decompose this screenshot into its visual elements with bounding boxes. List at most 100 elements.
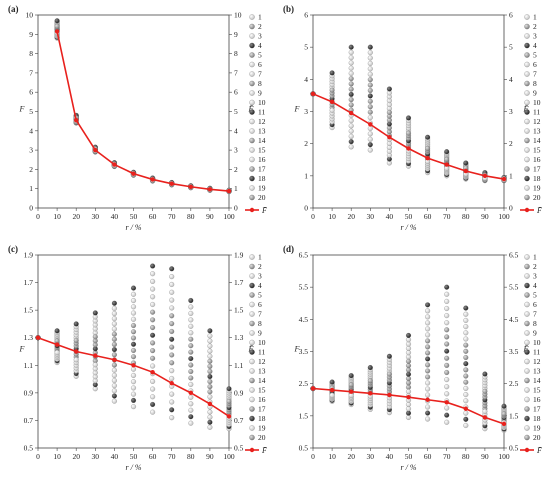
legend-label: 11 — [533, 348, 540, 357]
legend-marker — [249, 377, 255, 384]
legend-marker — [524, 339, 530, 346]
legend-marker — [524, 80, 530, 87]
x-tick-label: 100 — [223, 212, 235, 221]
legend-marker — [524, 137, 530, 144]
legend-label: 1 — [258, 253, 262, 262]
legend-marker — [249, 52, 255, 58]
legend-label: 6 — [533, 300, 537, 309]
legend-marker — [249, 339, 255, 346]
x-tick-label: 30 — [92, 452, 100, 461]
data-point — [444, 412, 450, 418]
data-point — [463, 324, 469, 330]
data-point — [367, 50, 373, 56]
x-tick-label: 50 — [130, 452, 138, 461]
data-point — [169, 281, 175, 287]
legend-label: 9 — [258, 329, 262, 338]
y-tick-label: 3 — [304, 107, 308, 116]
data-point — [111, 347, 117, 353]
legend-mean-label: F̄ — [536, 446, 542, 455]
data-point — [444, 377, 450, 383]
data-point — [425, 362, 431, 368]
data-point — [425, 134, 431, 140]
mean-point — [310, 91, 316, 97]
right-y-tick-label: 0.7 — [234, 416, 244, 425]
data-point — [367, 55, 373, 61]
x-tick-label: 70 — [443, 452, 451, 461]
data-point — [131, 379, 137, 385]
data-point — [169, 352, 175, 358]
legend-label: 10 — [258, 98, 266, 107]
right-y-tick-label: 1.1 — [234, 361, 244, 370]
mean-point — [501, 176, 507, 182]
data-point — [207, 348, 213, 354]
y-axis-label: F — [294, 345, 300, 354]
data-point — [444, 348, 450, 354]
data-point — [367, 109, 373, 115]
y-tick-label: 0.9 — [24, 388, 34, 397]
legend-label: 17 — [258, 165, 266, 174]
data-point — [463, 410, 469, 416]
data-point — [131, 285, 137, 291]
legend-label: 1 — [533, 13, 537, 22]
mean-point — [188, 184, 193, 189]
data-point — [348, 133, 354, 139]
data-point — [463, 160, 469, 166]
legend-marker — [249, 273, 255, 279]
right-y-tick-label: 4 — [234, 126, 238, 135]
mean-line — [56, 31, 230, 192]
data-point — [463, 355, 469, 361]
data-point — [367, 115, 373, 121]
data-point — [188, 310, 194, 316]
data-point — [425, 338, 431, 344]
y-tick-label: 6 — [304, 11, 308, 20]
x-tick-label: 30 — [92, 212, 100, 221]
data-point — [207, 379, 213, 385]
legend-marker — [524, 330, 530, 336]
legend-marker — [249, 33, 255, 39]
legend-label: 17 — [533, 165, 541, 174]
right-y-tick-label: 0.5 — [509, 444, 519, 453]
mean-point — [131, 171, 136, 176]
x-tick-label: 40 — [386, 452, 394, 461]
y-tick-label: 6.5 — [299, 251, 309, 260]
x-axis-label: r / % — [401, 463, 417, 472]
data-point — [111, 362, 117, 368]
legend-marker — [249, 147, 255, 153]
legend-label: 15 — [258, 146, 266, 155]
data-point — [444, 284, 450, 290]
legend-marker — [524, 349, 530, 355]
right-y-tick-label: 10 — [234, 11, 242, 20]
legend-marker — [249, 156, 255, 163]
data-point — [131, 397, 137, 403]
mean-point — [444, 162, 449, 167]
data-point — [54, 23, 60, 29]
data-point — [425, 410, 431, 416]
data-point — [444, 419, 450, 425]
y-tick-label: 2.5 — [299, 379, 309, 388]
legend-marker — [524, 282, 530, 289]
mean-point — [54, 342, 60, 347]
legend-marker — [249, 80, 255, 87]
data-point — [150, 340, 156, 346]
data-point — [444, 391, 450, 397]
y-tick-label: 0.5 — [24, 444, 34, 453]
data-point — [406, 389, 412, 395]
data-point — [425, 326, 431, 332]
mean-point — [387, 135, 392, 140]
data-point — [111, 321, 117, 327]
legend-marker — [249, 166, 255, 172]
x-axis-label: r / % — [126, 463, 142, 472]
data-point — [131, 310, 137, 316]
legend-marker — [249, 23, 255, 30]
legend-label: 13 — [533, 367, 541, 376]
y-tick-label: 3.5 — [299, 347, 309, 356]
data-point — [444, 313, 450, 319]
legend-label: 16 — [533, 155, 541, 164]
data-point — [425, 356, 431, 362]
data-point — [348, 123, 354, 129]
data-point — [463, 305, 469, 311]
mean-point — [226, 188, 232, 194]
data-point — [188, 369, 194, 375]
data-point — [348, 60, 354, 66]
